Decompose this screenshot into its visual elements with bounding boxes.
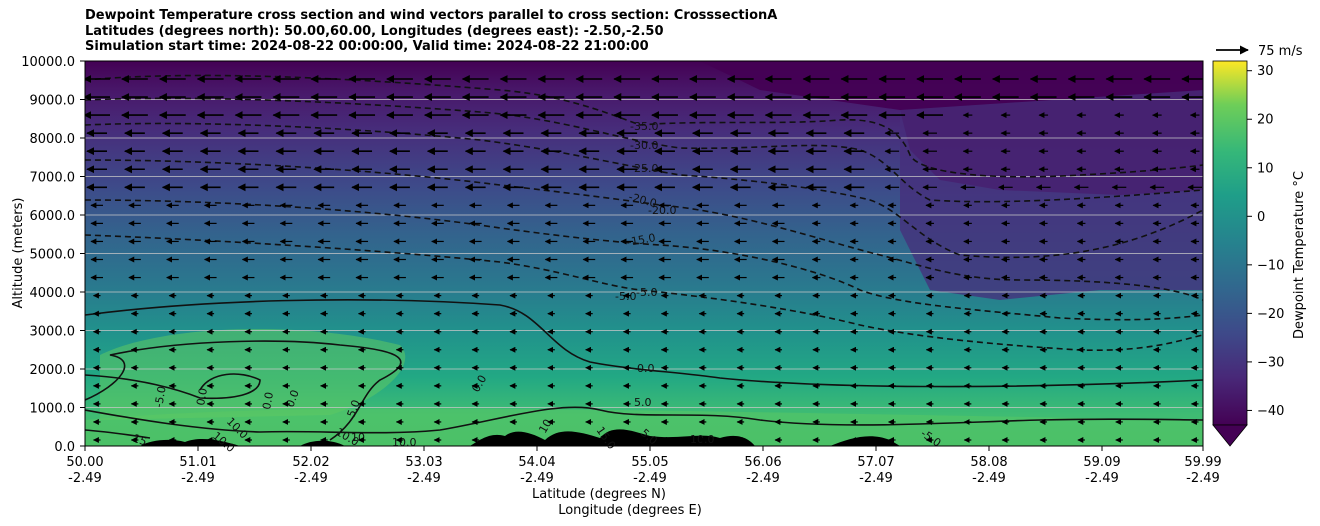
title-line-3: Simulation start time: 2024-08-22 00:00:… — [85, 39, 649, 54]
colorbar-tick-label: −30 — [1257, 355, 1284, 370]
x-tick-label-2: -2.49 — [407, 471, 441, 486]
x-tick-label: 59.99 — [1184, 455, 1221, 470]
y-tick-label: 0.0 — [54, 440, 75, 455]
x-tick-label-2: -2.49 — [1186, 471, 1220, 486]
colorbar: 30 20 10 0 −10 −20 −30 −40 Dewpoint Temperature… — [1212, 60, 1307, 447]
x-tick-label-2: -2.49 — [746, 471, 780, 486]
y-tick-label: 4000.0 — [30, 286, 76, 301]
x-tick-label: 56.06 — [744, 455, 781, 470]
x-tick-label-2: -2.49 — [520, 471, 554, 486]
colorbar-tick-label: 30 — [1257, 64, 1274, 79]
contour-minus-35 — [85, 74, 1203, 178]
x-tick-label: 57.07 — [857, 455, 894, 470]
x-tick-label: 55.05 — [631, 455, 668, 470]
contour-label: 0.0 — [194, 387, 210, 406]
contour-label: -35.0 — [630, 120, 658, 133]
contour-5 — [85, 340, 402, 441]
x-tick-label-2: -2.49 — [972, 471, 1006, 486]
x-tick-label: 54.04 — [518, 455, 555, 470]
x-tick-label: 52.02 — [292, 455, 329, 470]
y-tick-label: 8000.0 — [30, 132, 76, 147]
terrain — [85, 429, 900, 446]
contour-label: 0.0 — [260, 391, 276, 410]
y-tick-label: 5000.0 — [30, 248, 76, 263]
x-tick-label-2: -2.49 — [1085, 471, 1119, 486]
contour-label: -5.0 — [636, 286, 657, 299]
colorbar-ticks: 30 20 10 0 −10 −20 −30 −40 — [1247, 64, 1284, 419]
contour-label: -30.0 — [630, 139, 658, 152]
x-tick-label-2: -2.49 — [294, 471, 328, 486]
contour-label: -25.0 — [630, 162, 658, 175]
x-tick-label-2: -2.49 — [68, 471, 102, 486]
x-tick-label: 50.00 — [66, 455, 103, 470]
y-tick-label: 2000.0 — [30, 363, 76, 378]
x-axis-label-2: Longitude (degrees E) — [558, 503, 702, 518]
contour-label: 10.0 — [392, 436, 417, 449]
x-tick-label: 53.03 — [405, 455, 442, 470]
contour-label: 0.0 — [637, 362, 655, 375]
contour-label: -20.0 — [648, 204, 676, 217]
colorbar-body — [1212, 60, 1248, 426]
title-line-1: Dewpoint Temperature cross section and w… — [85, 8, 778, 23]
quiver-key-label: 75 m/s — [1258, 44, 1303, 59]
x-axis-label: Latitude (degrees N) — [532, 487, 666, 502]
contour-minus-25 — [85, 122, 1203, 259]
contour-label: -5.0 — [152, 385, 169, 408]
y-tick-label: 3000.0 — [30, 325, 76, 340]
quiver-key: 75 m/s — [1216, 44, 1303, 59]
contour-label: -5.0 — [615, 290, 636, 303]
y-grid — [85, 99, 1203, 408]
contour-0 — [85, 299, 1203, 388]
y-tick-label: 10000.0 — [21, 55, 75, 70]
x-tick-label-2: -2.49 — [633, 471, 667, 486]
x-tick-label: 51.01 — [179, 455, 216, 470]
colorbar-tick-label: −10 — [1257, 258, 1284, 273]
chart-title: Dewpoint Temperature cross section and w… — [85, 8, 777, 55]
x-axis: 50.00 51.01 52.02 53.03 54.04 55.05 56.0… — [66, 446, 1222, 486]
x-tick-label: 58.08 — [970, 455, 1007, 470]
y-tick-label: 1000.0 — [30, 402, 76, 417]
y-axis: 0.0 1000.0 2000.0 3000.0 4000.0 5000.0 6… — [21, 55, 85, 455]
contour-15 — [85, 429, 151, 439]
colorbar-tick-label: −20 — [1257, 307, 1284, 322]
contour-minus-30 — [85, 97, 1203, 203]
x-tick-label-2: -2.49 — [859, 471, 893, 486]
y-tick-label: 6000.0 — [30, 209, 76, 224]
colorbar-tick-label: −40 — [1257, 404, 1284, 419]
colorbar-label: Dewpoint Temperature °C — [1292, 171, 1307, 339]
wind-vectors — [85, 75, 1203, 443]
colorbar-tick-label: 0 — [1257, 210, 1265, 225]
contour-label: -15.0 — [626, 231, 656, 249]
x-tick-label: 59.09 — [1083, 455, 1120, 470]
y-axis-label: Altitude (meters) — [11, 198, 26, 309]
colorbar-tick-label: 20 — [1257, 113, 1274, 128]
colorbar-tick-label: 10 — [1257, 161, 1274, 176]
y-tick-label: 9000.0 — [30, 94, 76, 109]
contour-label: 10 — [351, 431, 365, 444]
y-tick-label: 7000.0 — [30, 171, 76, 186]
x-tick-label-2: -2.49 — [181, 471, 215, 486]
colorbar-extend-min — [1212, 424, 1248, 447]
contour-label: 5.0 — [634, 396, 652, 409]
title-line-2: Latitudes (degrees north): 50.00,60.00, … — [85, 23, 664, 39]
contour-label: 15 — [131, 432, 149, 449]
contour-minus-15 — [85, 199, 1203, 321]
